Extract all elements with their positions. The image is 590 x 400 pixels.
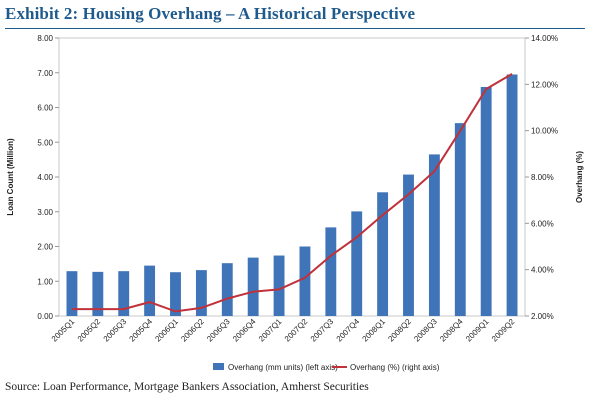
right-tick-label: 6.00% [531,219,554,228]
bar-2007Q1 [273,255,285,316]
x-tick-label: 2007Q4 [335,317,362,344]
legend-bar-label: Overhang (mm units) (left axis) [228,363,338,372]
right-axis-ticks: 2.00% 4.00% 6.00% 8.00% 10.00% 12.00% 14.00% [525,34,558,321]
bar-2007Q4 [351,211,363,316]
bar-2006Q2 [195,270,207,316]
bar-2007Q3 [325,227,337,316]
bar-2008Q1 [377,192,389,316]
bar-2006Q1 [170,272,181,316]
left-tick-label: 4.00 [37,173,53,182]
left-tick-label: 3.00 [37,208,53,217]
bar-2008Q4 [454,123,466,316]
left-tick-label: 8.00 [37,34,53,43]
bar-2005Q3 [118,271,130,316]
x-tick-label: 2006Q1 [153,317,180,344]
bar-2009Q2 [506,74,518,316]
x-tick-label: 2006Q3 [205,317,232,344]
bar-2005Q2 [92,271,104,316]
x-tick-label: 2008Q3 [412,317,439,344]
bar-2006Q4 [247,257,259,316]
x-tick-label: 2008Q1 [361,317,388,344]
left-tick-label: 7.00 [37,69,53,78]
bar-2009Q1 [480,86,492,316]
left-tick-label: 5.00 [37,138,53,147]
x-tick-label: 2005Q2 [76,317,103,344]
left-axis-ticks: 0.00 1.00 2.00 3.00 4.00 5.00 6.00 7.00 8.00 [37,34,59,321]
legend: Overhang (mm units) (left axis) Overhang… [213,363,440,372]
left-tick-label: 2.00 [37,243,53,252]
x-tick-label: 2007Q3 [309,317,336,344]
right-tick-label: 4.00% [531,266,554,275]
title-rule [5,28,585,29]
x-tick-label: 2005Q3 [102,317,129,344]
x-tick-label: 2009Q2 [490,317,517,344]
bar-2008Q3 [428,154,440,316]
x-tick-label: 2006Q2 [179,317,206,344]
overhang-chart: 0.00 1.00 2.00 3.00 4.00 5.00 6.00 7.00 8.00 2.0… [6,34,584,372]
right-axis-title: Overhang (%) [575,151,584,203]
left-tick-label: 0.00 [37,312,53,321]
bar-2007Q2 [299,246,311,316]
legend-line-label: Overhang (%) (right axis) [350,363,440,372]
source-note: Source: Loan Performance, Mortgage Banke… [5,381,369,393]
right-tick-label: 10.00% [531,127,558,136]
x-tick-label: 2008Q2 [386,317,413,344]
left-axis-title: Loan Count (Million) [6,138,15,216]
right-tick-label: 8.00% [531,173,554,182]
right-tick-label: 14.00% [531,34,558,43]
bar-2006Q3 [221,263,233,316]
x-tick-label: 2008Q4 [438,317,465,344]
x-tick-label: 2005Q4 [128,317,155,344]
x-tick-label: 2005Q1 [50,317,77,344]
exhibit-title: Exhibit 2: Housing Overhang – A Historic… [5,4,416,23]
left-tick-label: 1.00 [37,277,53,286]
x-axis-labels: 2005Q1 2005Q2 2005Q3 2005Q4 2006Q1 2006Q2 2006… [50,317,517,344]
right-tick-label: 2.00% [531,312,554,321]
bar-2008Q2 [403,174,414,316]
x-tick-label: 2007Q1 [257,317,284,344]
x-tick-label: 2006Q4 [231,317,258,344]
bar-2005Q4 [144,265,156,316]
legend-bar-swatch [213,363,224,370]
left-tick-label: 6.00 [37,104,53,113]
right-tick-label: 12.00% [531,80,558,89]
overhang-percent-line [71,73,513,313]
overhang-bars [66,74,518,316]
x-tick-label: 2007Q2 [283,317,310,344]
x-tick-label: 2009Q1 [464,317,491,344]
bar-2005Q1 [66,271,78,316]
